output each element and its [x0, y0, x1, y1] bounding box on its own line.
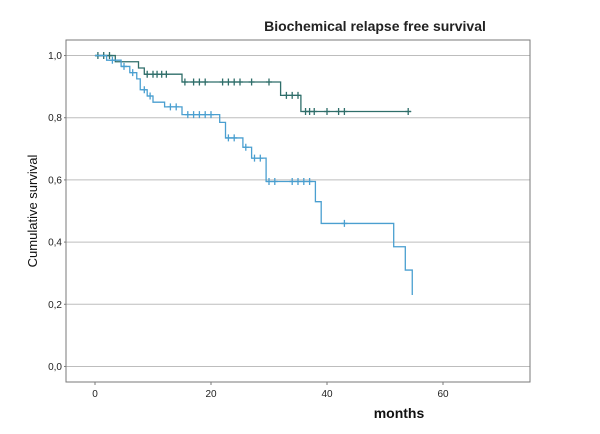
censor-mark: [190, 78, 197, 86]
censor-mark: [167, 103, 174, 111]
survival-curve: [95, 54, 412, 113]
censor-mark: [271, 177, 278, 185]
censor-mark: [173, 103, 180, 111]
censor-mark: [225, 134, 232, 142]
censor-mark: [219, 78, 226, 86]
censor-mark: [144, 70, 151, 78]
censor-mark: [237, 78, 243, 86]
censor-mark: [289, 177, 296, 185]
y-tick-label: 0,8: [48, 113, 62, 124]
censor-mark: [283, 91, 290, 99]
censor-mark: [306, 177, 313, 185]
y-tick-label: 1,0: [48, 51, 62, 62]
censor-mark: [248, 78, 255, 86]
x-axis-label: months: [374, 405, 425, 421]
censor-mark: [251, 154, 258, 162]
censor-mark: [141, 86, 148, 94]
censor-mark: [202, 111, 209, 119]
censor-mark: [163, 70, 170, 78]
censor-mark: [335, 108, 342, 116]
series-layer: [94, 52, 413, 295]
y-tick-label: 0,6: [48, 175, 62, 186]
censor-mark: [300, 177, 307, 185]
censor-mark: [231, 134, 238, 142]
censor-mark: [295, 91, 301, 99]
censor-mark: [324, 108, 330, 116]
y-axis-label: Cumulative survival: [25, 155, 40, 268]
censor-mark: [208, 111, 214, 119]
series-1: [94, 52, 412, 116]
censor-mark: [129, 69, 136, 77]
censor-mark: [196, 78, 203, 86]
x-tick-label: 40: [321, 389, 333, 400]
series-2: [95, 54, 413, 295]
censor-mark: [121, 62, 127, 70]
gridlines: [64, 55, 530, 385]
censor-mark: [311, 108, 318, 116]
censor-mark: [405, 108, 412, 116]
censor-mark: [231, 78, 238, 86]
censor-mark: [109, 56, 116, 64]
censor-mark: [295, 177, 301, 185]
x-tick-label: 60: [437, 389, 449, 400]
censor-mark: [289, 91, 296, 99]
y-tick-label: 0,4: [48, 238, 62, 249]
censor-mark: [181, 78, 188, 86]
censor-mark: [225, 78, 232, 86]
x-tick-label: 0: [92, 389, 98, 400]
y-tick-label: 0,0: [48, 362, 62, 373]
censor-mark: [266, 78, 272, 86]
censor-mark: [257, 154, 264, 162]
censor-mark: [106, 52, 113, 60]
chart-title: Biochemical relapse free survival: [264, 18, 486, 34]
censor-mark: [147, 92, 154, 100]
x-tick-label: 20: [205, 389, 217, 400]
censor-mark: [341, 219, 348, 227]
censor-mark: [341, 108, 348, 116]
censor-mark: [266, 177, 272, 185]
survival-curve: [95, 54, 413, 295]
censor-mark: [190, 111, 197, 119]
tick-labels: 0,0 0,2 0,4 0,6 0,8 1,0 0 20 40 60: [48, 51, 449, 400]
censor-mark: [242, 143, 249, 151]
censor-mark: [184, 111, 191, 119]
plot-frame: [65, 39, 531, 383]
y-tick-label: 0,2: [48, 300, 62, 311]
censor-mark: [202, 78, 209, 86]
censor-mark: [196, 111, 203, 119]
